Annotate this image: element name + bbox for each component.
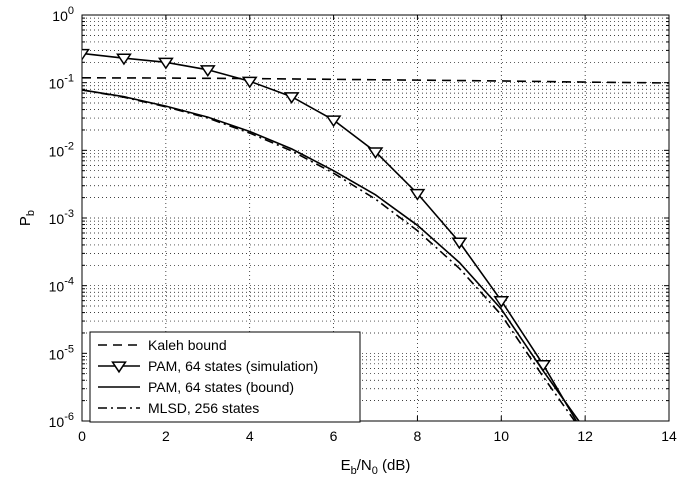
legend-item: Kaleh bound — [98, 337, 227, 353]
legend-item: MLSD, 256 states — [98, 400, 259, 416]
series-0 — [82, 77, 669, 84]
data-point — [116, 53, 132, 66]
y-tick-label: 10-1 — [49, 73, 74, 92]
legend-items: Kaleh bound PAM, 64 states (simulation) PA… — [98, 337, 318, 416]
legend-marker — [111, 361, 127, 374]
data-point — [367, 147, 384, 160]
x-tick-label: 0 — [78, 428, 86, 444]
data-point — [157, 57, 174, 70]
x-axis-label: Eb/N0 (dB) — [341, 457, 411, 477]
y-tick-label: 10-4 — [49, 276, 74, 295]
x-tick-label: 4 — [246, 428, 254, 444]
y-tick-label: 10-3 — [49, 208, 74, 227]
x-tick-label: 2 — [162, 428, 170, 444]
data-point — [409, 188, 426, 201]
series — [82, 48, 669, 421]
y-tick-label: 10-2 — [49, 140, 74, 159]
legend: Kaleh bound PAM, 64 states (simulation) PA… — [89, 331, 361, 423]
legend-label: PAM, 64 states (simulation) — [148, 358, 318, 374]
x-tick-label: 6 — [330, 428, 338, 444]
data-point — [325, 115, 342, 128]
y-tick-label: 10-6 — [49, 411, 74, 430]
data-point — [283, 92, 300, 104]
data-point — [199, 65, 216, 77]
y-tick-label: 100 — [52, 5, 74, 24]
series-1 — [82, 48, 578, 421]
legend-label: MLSD, 256 states — [148, 400, 259, 416]
x-tick-label: 10 — [493, 428, 509, 444]
series-3 — [82, 89, 576, 421]
data-point — [82, 48, 90, 61]
y-axis-label: Pb — [17, 210, 37, 226]
legend-label: Kaleh bound — [148, 337, 227, 353]
x-tick-label: 8 — [414, 428, 422, 444]
data-point — [451, 237, 468, 250]
data-point — [493, 296, 510, 308]
x-tick-label: 14 — [661, 428, 677, 444]
series-line — [82, 89, 576, 421]
legend-item: PAM, 64 states (bound) — [98, 379, 294, 395]
x-tick-label: 12 — [577, 428, 593, 444]
series-line — [82, 77, 669, 84]
legend-box — [89, 331, 361, 423]
y-tick-label: 10-5 — [49, 343, 74, 362]
series-line — [82, 89, 580, 421]
legend-item: PAM, 64 states (simulation) — [98, 358, 318, 374]
data-point — [241, 76, 258, 89]
axis-ticks: 0 2 4 6 8 10 12 14 100 10-1 10-2 10-3 10-4 10-5 10-6 — [49, 5, 677, 444]
series-2 — [82, 89, 580, 421]
legend-label: PAM, 64 states (bound) — [148, 379, 294, 395]
